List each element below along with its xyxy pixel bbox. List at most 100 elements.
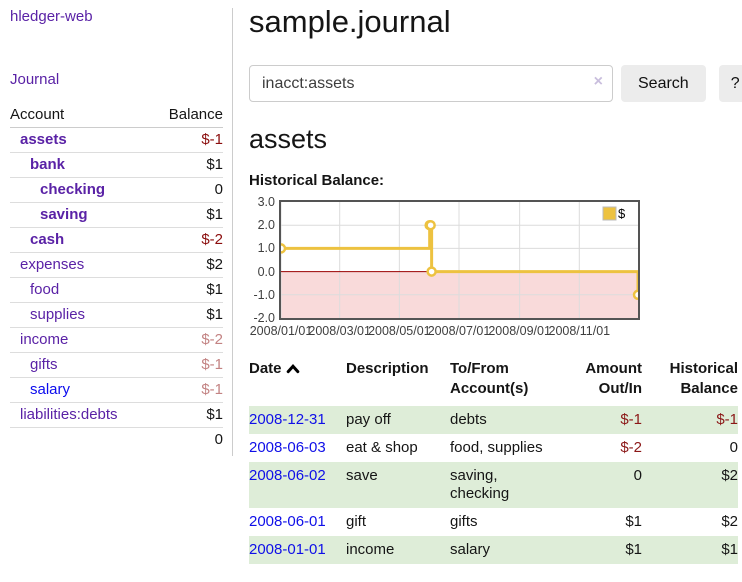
transaction-date-link[interactable]: 2008-12-31 bbox=[249, 411, 326, 428]
account-link[interactable]: assets bbox=[20, 131, 67, 148]
y-axis-tick-label: 1.0 bbox=[257, 241, 275, 256]
transaction-balance: $2 bbox=[721, 513, 738, 530]
x-axis-tick-label: 2008/11/01 bbox=[548, 324, 611, 338]
transaction-row: 2008-06-02 save saving, checking 0 $2 bbox=[249, 462, 738, 508]
search-wrap: × bbox=[249, 65, 613, 102]
transaction-row: 2008-01-01 income salary $1 $1 bbox=[249, 536, 738, 564]
account-link[interactable]: food bbox=[30, 281, 60, 298]
account-link[interactable]: gifts bbox=[30, 356, 58, 373]
account-link[interactable]: salary bbox=[30, 381, 71, 398]
data-point-marker bbox=[426, 266, 437, 277]
transaction-row: 2008-12-31 pay off debts $-1 $-1 bbox=[249, 406, 738, 434]
data-point-marker bbox=[632, 289, 638, 301]
accounts-total-value: 0 bbox=[151, 427, 223, 452]
account-balance: $1 bbox=[151, 152, 223, 178]
search-input[interactable] bbox=[249, 65, 613, 102]
search-button[interactable]: Search bbox=[621, 65, 706, 102]
account-balance: 0 bbox=[151, 177, 223, 203]
nav-journal-link[interactable]: Journal bbox=[10, 71, 60, 88]
sidebar-nav: Journal bbox=[10, 71, 223, 88]
balance-chart: 3.0 2.0 1.0 0.0 -1.0 -2.0 $ 2008/01/01 2008/03… bbox=[249, 196, 649, 342]
accounts-header-account: Account bbox=[10, 103, 152, 128]
transaction-description: save bbox=[346, 462, 450, 508]
legend-label: $ bbox=[618, 206, 626, 221]
sidebar-inner: hledger-web Journal Account Balance asse… bbox=[10, 8, 233, 456]
transaction-accounts: gifts bbox=[450, 513, 478, 530]
transaction-date-link[interactable]: 2008-06-02 bbox=[249, 467, 326, 484]
account-link[interactable]: checking bbox=[40, 181, 106, 198]
transaction-description: income bbox=[346, 536, 450, 564]
account-balance: $-1 bbox=[151, 377, 223, 403]
transaction-row: 2008-06-03 eat & shop food, supplies $-2 0 bbox=[249, 434, 738, 462]
account-balance: $1 bbox=[151, 202, 223, 228]
brand-link[interactable]: hledger-web bbox=[10, 8, 93, 25]
chart-title: Historical Balance: bbox=[249, 172, 385, 189]
legend-swatch bbox=[602, 206, 617, 221]
accounts-total-spacer bbox=[10, 427, 152, 452]
account-row: saving $1 bbox=[10, 202, 223, 228]
y-axis-tick-label: -2.0 bbox=[253, 311, 275, 325]
sort-ascending-icon bbox=[286, 360, 300, 380]
register-header-accounts: To/From Account(s) bbox=[450, 360, 529, 397]
transaction-amount: $-2 bbox=[620, 439, 642, 456]
account-balance: $1 bbox=[151, 402, 223, 428]
account-row: gifts $-1 bbox=[10, 352, 223, 378]
transaction-description: eat & shop bbox=[346, 439, 418, 456]
transaction-description: pay off bbox=[346, 406, 450, 434]
account-row: expenses $2 bbox=[10, 252, 223, 278]
register-header-balance: Historical Balance bbox=[669, 360, 738, 397]
account-link[interactable]: expenses bbox=[20, 256, 85, 273]
transaction-balance: $-1 bbox=[642, 406, 738, 434]
x-axis-tick-label: 2008/07/01 bbox=[427, 324, 491, 338]
transaction-date-link[interactable]: 2008-06-03 bbox=[249, 439, 326, 456]
x-axis-tick-label: 2008/03/01 bbox=[308, 324, 371, 338]
balance-chart-svg: $ bbox=[281, 202, 638, 318]
account-balance: $2 bbox=[151, 252, 223, 278]
account-balance: $-1 bbox=[151, 352, 223, 378]
accounts-header-balance: Balance bbox=[151, 103, 223, 128]
transaction-amount: $1 bbox=[625, 513, 642, 530]
clear-search-icon[interactable]: × bbox=[593, 73, 603, 90]
y-axis-tick-label: -1.0 bbox=[253, 287, 275, 302]
account-row: income $-2 bbox=[10, 327, 223, 353]
account-row: bank $1 bbox=[10, 152, 223, 178]
account-link[interactable]: saving bbox=[40, 206, 88, 223]
account-link[interactable]: bank bbox=[30, 156, 66, 173]
x-axis-tick-label: 2008/05/01 bbox=[368, 324, 431, 338]
transaction-date-link[interactable]: 2008-06-01 bbox=[249, 513, 326, 530]
brand: hledger-web bbox=[10, 8, 223, 25]
register-header-date[interactable]: Date bbox=[249, 359, 346, 406]
account-balance: $1 bbox=[151, 302, 223, 328]
account-row: cash $-2 bbox=[10, 227, 223, 253]
account-link[interactable]: income bbox=[20, 331, 69, 348]
account-link[interactable]: liabilities:debts bbox=[20, 406, 118, 423]
transaction-accounts: debts bbox=[450, 406, 560, 434]
data-point-marker bbox=[281, 243, 287, 254]
chart-plot-area: $ bbox=[279, 200, 640, 320]
transaction-amount: $1 bbox=[560, 536, 642, 564]
register-header-date-label: Date bbox=[249, 360, 282, 377]
register-table: Date Description To/From Account(s) Amoun… bbox=[249, 359, 738, 564]
sidebar: hledger-web Journal Account Balance asse… bbox=[0, 0, 233, 564]
account-link[interactable]: supplies bbox=[30, 306, 86, 323]
account-row: liabilities:debts $1 bbox=[10, 402, 223, 428]
transaction-balance: 0 bbox=[729, 439, 738, 456]
transaction-balance: $1 bbox=[642, 536, 738, 564]
data-point-marker bbox=[425, 219, 436, 231]
account-link[interactable]: cash bbox=[30, 231, 65, 248]
page-title: sample.journal bbox=[249, 4, 451, 39]
transaction-amount: 0 bbox=[560, 462, 642, 508]
transaction-date-link[interactable]: 2008-01-01 bbox=[249, 541, 326, 558]
transaction-accounts: saving, checking bbox=[450, 462, 560, 508]
y-axis-tick-label: 2.0 bbox=[257, 218, 275, 233]
account-row: salary $-1 bbox=[10, 377, 223, 403]
transaction-description: gift bbox=[346, 513, 367, 530]
account-balance: $-2 bbox=[151, 227, 223, 253]
register-header-amount: Amount Out/In bbox=[585, 360, 642, 397]
account-balance: $-2 bbox=[151, 327, 223, 353]
transaction-balance: $2 bbox=[642, 462, 738, 508]
main-content: sample.journal × Search ? assets Histori… bbox=[233, 0, 742, 564]
help-button[interactable]: ? bbox=[718, 65, 742, 102]
register-header-row: Date Description To/From Account(s) Amoun… bbox=[249, 359, 738, 406]
account-row: checking 0 bbox=[10, 177, 223, 203]
